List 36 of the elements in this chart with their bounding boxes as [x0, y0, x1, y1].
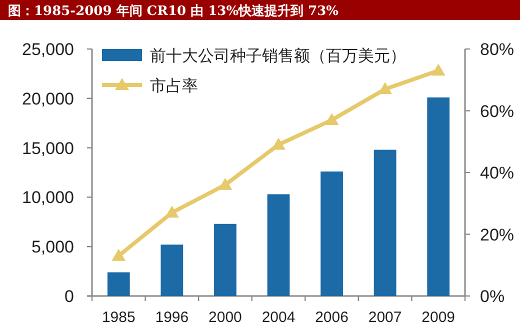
point [218, 178, 232, 190]
y-tick-label: 20,000 [22, 89, 74, 108]
x-tick-label: 2004 [262, 309, 296, 326]
y2-tick-label: 20% [480, 225, 514, 244]
bar [427, 97, 450, 296]
point [431, 64, 446, 76]
point [272, 138, 286, 150]
x-tick-label: 1996 [155, 309, 189, 326]
point [378, 82, 392, 94]
point [164, 206, 179, 218]
y2-tick-label: 60% [480, 102, 514, 121]
x-tick-label: 2009 [422, 309, 456, 326]
legend-label: 市占率 [150, 76, 198, 95]
x-tick-label: 2007 [368, 309, 402, 326]
bar [214, 224, 236, 296]
point [112, 248, 126, 261]
y-tick-label: 15,000 [22, 138, 74, 158]
point [324, 113, 339, 126]
y-tick-label: 25,000 [22, 40, 74, 59]
title-banner: 图：1985-2009 年间 CR10 由 13%快速提升到 73% [0, 0, 520, 20]
chart-title: 图：1985-2009 年间 CR10 由 13%快速提升到 73% [8, 3, 340, 19]
bar [107, 272, 130, 296]
bar [320, 172, 343, 296]
bar [374, 150, 396, 296]
y-tick-label: 10,000 [22, 188, 74, 208]
y-tick-label: 5,000 [31, 238, 74, 257]
x-tick-label: 2006 [315, 309, 348, 326]
legend-label: 前十大公司种子销售额（百万美元） [150, 46, 406, 65]
x-tick-label: 1985 [102, 309, 136, 326]
y2-tick-label: 40% [480, 164, 514, 182]
y2-tick-label: 80% [480, 40, 514, 59]
y2-tick-label: 0% [480, 287, 505, 306]
y-tick-label: 0 [64, 287, 74, 306]
bar [267, 194, 290, 296]
bar [160, 244, 184, 296]
x-tick-label: 2000 [208, 309, 242, 326]
